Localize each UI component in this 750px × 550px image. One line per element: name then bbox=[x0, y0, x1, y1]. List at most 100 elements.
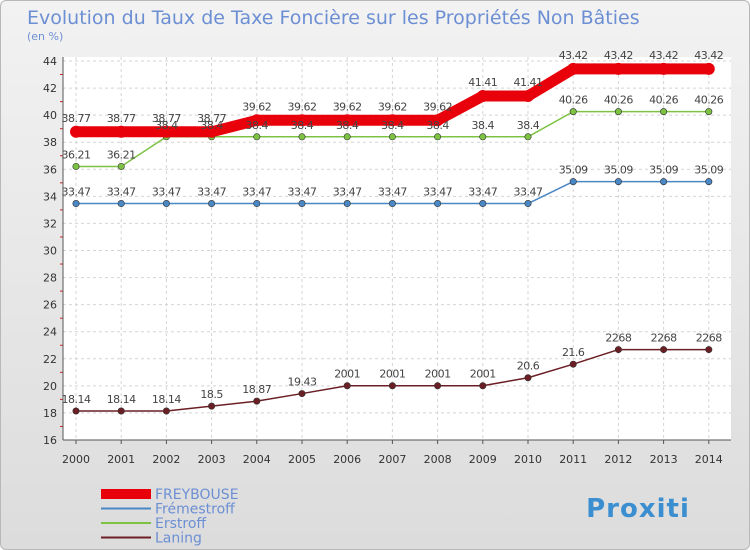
data-point bbox=[705, 178, 713, 186]
data-label: 39.62 bbox=[423, 100, 452, 113]
x-tick-label: 2002 bbox=[152, 453, 180, 466]
y-tick-label: 24 bbox=[43, 326, 57, 339]
data-point bbox=[162, 200, 170, 208]
data-point bbox=[162, 407, 170, 415]
data-label: 40.26 bbox=[559, 94, 588, 107]
y-tick-label: 40 bbox=[43, 109, 57, 122]
data-point bbox=[434, 382, 442, 390]
x-tick-label: 2005 bbox=[288, 453, 316, 466]
data-point bbox=[522, 90, 534, 103]
data-label: 39.62 bbox=[378, 100, 407, 113]
data-label: 2268 bbox=[605, 332, 631, 345]
legend-label-1: Frémestroff bbox=[155, 502, 235, 518]
data-label: 33.47 bbox=[242, 186, 271, 199]
y-tick-label: 28 bbox=[43, 272, 57, 285]
x-tick-label: 2006 bbox=[333, 453, 361, 466]
x-tick-label: 2013 bbox=[650, 453, 678, 466]
data-label: 43.42 bbox=[604, 49, 633, 62]
data-label: 39.62 bbox=[288, 100, 317, 113]
data-label: 41.41 bbox=[514, 76, 543, 89]
data-label: 33.47 bbox=[333, 186, 362, 199]
y-tick-label: 18 bbox=[43, 407, 57, 420]
data-label: 38.4 bbox=[336, 119, 359, 132]
data-label: 38.4 bbox=[381, 119, 404, 132]
data-point bbox=[524, 374, 532, 382]
data-point bbox=[614, 108, 622, 116]
data-point bbox=[702, 62, 715, 75]
data-label: 2268 bbox=[651, 332, 677, 345]
data-label: 33.47 bbox=[107, 186, 136, 199]
data-label: 35.09 bbox=[559, 164, 588, 177]
data-label: 40.26 bbox=[604, 94, 633, 107]
data-label: 18.14 bbox=[107, 393, 136, 406]
data-point bbox=[115, 125, 128, 138]
data-label: 21.6 bbox=[562, 346, 585, 359]
data-label: 38.77 bbox=[197, 112, 226, 125]
data-point bbox=[431, 114, 444, 127]
data-point bbox=[160, 125, 173, 138]
data-label: 2001 bbox=[379, 368, 405, 381]
data-point bbox=[208, 402, 216, 410]
axes: 16 18 20 22 24 26 28 30 32 34 36 38 40 42 44 2000 2001 20… bbox=[43, 55, 731, 466]
x-tick-label: 2011 bbox=[559, 453, 587, 466]
data-label: 40.26 bbox=[649, 94, 678, 107]
data-point bbox=[479, 133, 487, 141]
data-label: 2001 bbox=[425, 368, 451, 381]
data-point bbox=[388, 133, 396, 141]
data-point bbox=[569, 178, 577, 186]
data-label: 38.4 bbox=[200, 119, 223, 132]
y-tick-label: 22 bbox=[43, 353, 57, 366]
data-label: 38.4 bbox=[246, 119, 269, 132]
proxiti-logo: Proxiti bbox=[586, 494, 690, 524]
data-point bbox=[479, 382, 487, 390]
y-tick-label: 34 bbox=[43, 190, 57, 203]
data-point bbox=[343, 200, 351, 208]
data-label: 33.47 bbox=[197, 186, 226, 199]
data-label: 35.09 bbox=[694, 164, 723, 177]
data-point bbox=[386, 114, 399, 127]
data-point bbox=[388, 200, 396, 208]
data-label: 43.42 bbox=[649, 49, 678, 62]
data-point bbox=[614, 346, 622, 354]
data-point bbox=[524, 200, 532, 208]
data-point bbox=[524, 133, 532, 141]
data-label: 33.47 bbox=[288, 186, 317, 199]
logo-text: Proxiti bbox=[586, 494, 690, 524]
data-point bbox=[250, 114, 263, 127]
data-label: 35.09 bbox=[649, 164, 678, 177]
data-label: 36.21 bbox=[107, 148, 136, 161]
data-point bbox=[253, 133, 261, 141]
data-point bbox=[434, 200, 442, 208]
y-tick-label: 30 bbox=[43, 245, 57, 258]
data-point bbox=[253, 397, 261, 405]
data-label: 33.47 bbox=[62, 186, 91, 199]
data-point bbox=[388, 382, 396, 390]
data-label: 33.47 bbox=[378, 186, 407, 199]
data-label: 18.87 bbox=[242, 383, 271, 396]
data-label: 18.14 bbox=[62, 393, 91, 406]
data-label: 33.47 bbox=[514, 186, 543, 199]
data-label: 38.4 bbox=[291, 119, 314, 132]
data-label: 38.77 bbox=[62, 112, 91, 125]
y-tick-label: 32 bbox=[43, 217, 57, 230]
data-point bbox=[205, 125, 218, 138]
data-point bbox=[660, 178, 668, 186]
data-point bbox=[657, 62, 670, 75]
data-label: 18.5 bbox=[200, 388, 223, 401]
data-label: 39.62 bbox=[333, 100, 362, 113]
chart-subtitle: (en %) bbox=[27, 30, 63, 43]
series-layer: 38.77 38.77 38.77 38.77 39.62 39.62 39.62 39.62… bbox=[62, 49, 724, 415]
data-label: 2268 bbox=[696, 332, 722, 345]
data-label: 39.62 bbox=[242, 100, 271, 113]
data-label: 2001 bbox=[470, 368, 496, 381]
data-point bbox=[253, 200, 261, 208]
data-label: 38.77 bbox=[107, 112, 136, 125]
data-point bbox=[117, 200, 125, 208]
y-tick-label: 16 bbox=[43, 434, 57, 447]
data-label: 33.47 bbox=[152, 186, 181, 199]
x-tick-label: 2000 bbox=[62, 453, 90, 466]
data-point bbox=[298, 200, 306, 208]
data-label: 41.41 bbox=[468, 76, 497, 89]
